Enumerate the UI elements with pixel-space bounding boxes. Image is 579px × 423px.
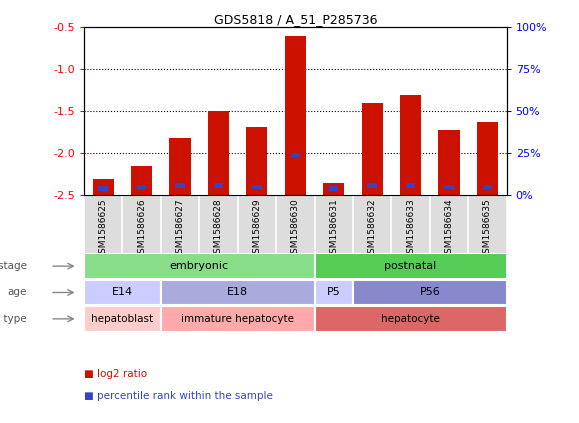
Bar [98,187,108,191]
Bar [175,183,185,187]
Bar [314,280,353,305]
Bar [368,183,377,187]
Bar [246,126,267,195]
Bar [131,166,152,195]
Bar [84,306,161,332]
Text: immature hepatocyte: immature hepatocyte [181,314,294,324]
Text: P5: P5 [327,288,340,297]
Text: postnatal: postnatal [384,261,437,271]
Bar [84,253,314,279]
Text: GSM1586630: GSM1586630 [291,198,300,259]
Bar [252,185,262,189]
Text: GSM1586632: GSM1586632 [368,198,376,259]
Text: GSM1586625: GSM1586625 [98,198,108,259]
Text: ■ percentile rank within the sample: ■ percentile rank within the sample [84,390,273,401]
Text: cell type: cell type [0,314,27,324]
Text: embryonic: embryonic [170,261,229,271]
Bar [438,130,460,195]
Bar [477,121,498,195]
Bar [170,138,190,195]
Text: GSM1586627: GSM1586627 [175,198,185,259]
Bar [93,179,113,195]
Text: GSM1586635: GSM1586635 [483,198,492,259]
Text: ■ log2 ratio: ■ log2 ratio [84,369,147,379]
Bar [406,183,415,187]
Text: age: age [8,288,27,297]
Text: GSM1586629: GSM1586629 [252,198,261,259]
Bar [329,187,339,191]
Bar [483,185,492,189]
Bar [314,306,507,332]
Bar [214,183,223,187]
Bar [84,280,161,305]
Bar [444,185,454,189]
Bar [161,306,314,332]
Bar [353,280,507,305]
Bar [285,36,306,195]
Text: GSM1586626: GSM1586626 [137,198,146,259]
Text: E14: E14 [112,288,133,297]
Bar [400,95,421,195]
Text: GSM1586631: GSM1586631 [329,198,338,259]
Text: GSM1586633: GSM1586633 [406,198,415,259]
Text: hepatocyte: hepatocyte [381,314,440,324]
Text: P56: P56 [419,288,440,297]
Text: E18: E18 [227,288,248,297]
Title: GDS5818 / A_51_P285736: GDS5818 / A_51_P285736 [214,14,377,26]
Text: development stage: development stage [0,261,27,271]
Text: GSM1586628: GSM1586628 [214,198,223,259]
Bar [137,185,146,189]
Bar [161,280,314,305]
Bar [314,253,507,279]
Bar [291,153,300,157]
Bar [361,103,383,195]
Text: GSM1586634: GSM1586634 [445,198,453,259]
Bar [323,183,345,195]
Text: hepatoblast: hepatoblast [91,314,153,324]
Bar [208,111,229,195]
